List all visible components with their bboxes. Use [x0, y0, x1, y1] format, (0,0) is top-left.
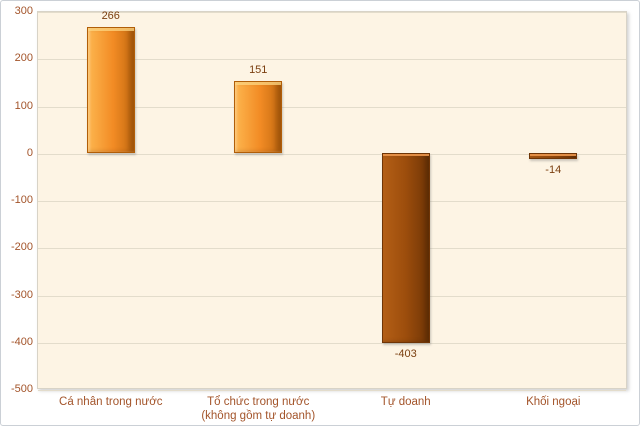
bar-value-label: -14 — [545, 164, 562, 177]
y-axis-tick-label: 0 — [26, 146, 33, 159]
bar-value-label: -403 — [394, 348, 417, 361]
category-sublabel-line: (không gồm tự doanh) — [201, 410, 316, 422]
gridline — [38, 390, 626, 391]
y-axis-tick-label: 100 — [14, 99, 33, 112]
gridline — [38, 106, 626, 108]
category-label-line: Cá nhân trong nước — [59, 396, 163, 408]
bar — [86, 27, 135, 153]
category-label-line: Tổ chức trong nước — [207, 396, 310, 408]
y-axis-tick-label: -400 — [10, 335, 33, 348]
gridline — [38, 201, 626, 202]
y-axis-tick-label: 300 — [14, 5, 33, 17]
plot-area — [37, 11, 627, 391]
bar-value-label: 151 — [249, 64, 268, 77]
gridline — [38, 12, 626, 13]
x-axis-category-label: Tổ chức trong nước (không gồm tự doanh) — [173, 395, 343, 423]
category-label-line: Khối ngoại — [526, 396, 581, 408]
gridline — [38, 248, 626, 250]
gridline — [38, 59, 626, 61]
y-axis-tick-label: 200 — [14, 52, 33, 65]
y-axis-tick-label: -300 — [10, 288, 33, 301]
y-axis-tick-label: -100 — [10, 194, 33, 206]
category-label-line: Tự doanh — [380, 396, 431, 408]
x-axis-category-label: Khối ngoại — [468, 395, 638, 409]
x-axis-category-label: Cá nhân trong nước — [26, 395, 196, 409]
bar — [381, 152, 430, 344]
gridline — [38, 153, 626, 155]
x-axis-category-label: Tự doanh — [321, 395, 491, 409]
bar-value-label: 266 — [101, 10, 120, 23]
gridline — [38, 342, 626, 344]
gridline — [38, 295, 626, 297]
y-axis-tick-label: -200 — [10, 241, 33, 254]
y-axis-tick-label: -500 — [10, 383, 33, 395]
bar — [234, 81, 283, 153]
bar — [529, 152, 578, 160]
